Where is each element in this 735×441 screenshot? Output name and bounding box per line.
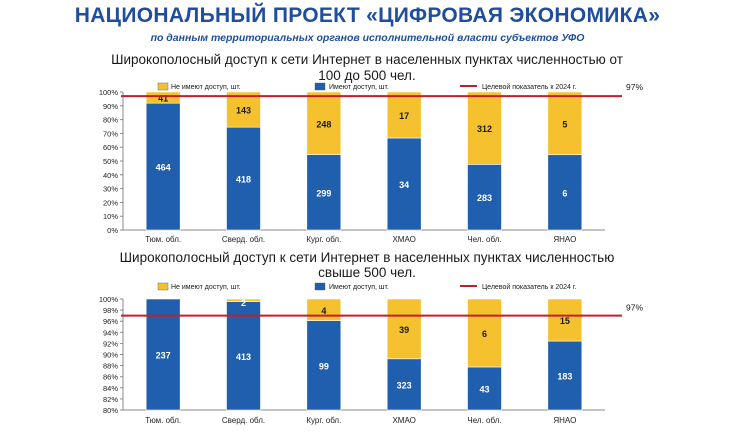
data-label-no-access: 248 xyxy=(316,119,331,129)
y-tick-label: 10% xyxy=(103,212,118,221)
legend-swatch-no-access xyxy=(157,82,169,91)
y-tick-label: 90% xyxy=(103,351,118,360)
chart-title-line: свыше 500 чел. xyxy=(318,265,416,280)
data-label-have-access: 99 xyxy=(319,361,329,371)
x-tick-label: Сверд. обл. xyxy=(222,416,265,425)
x-tick-label: ЯНАО xyxy=(553,235,576,244)
legend-label-no-access: Не имеют доступ, шт. xyxy=(171,84,241,91)
data-label-have-access: 413 xyxy=(236,352,251,362)
bar-have-access xyxy=(386,358,422,411)
legend-label-have-access: Имеют доступ, шт. xyxy=(329,84,389,91)
x-tick-label: Сверд. обл. xyxy=(222,235,265,244)
target-value-label: 97% xyxy=(626,303,643,313)
target-value-label: 97% xyxy=(626,82,643,92)
bar-no-access xyxy=(145,91,181,104)
x-tick-label: Чел. обл. xyxy=(467,416,501,425)
chart-title-line: Широкополосный доступ к сети Интернет в … xyxy=(111,52,623,67)
data-label-have-access: 299 xyxy=(316,188,331,198)
y-tick-label: 92% xyxy=(103,339,118,348)
x-tick-label: Тюм. обл. xyxy=(145,416,181,425)
x-tick-label: ХМАО xyxy=(392,416,415,425)
bar-have-access xyxy=(145,102,181,231)
data-label-have-access: 464 xyxy=(156,163,171,173)
bar-have-access xyxy=(547,154,583,231)
bar-have-access xyxy=(467,164,502,231)
y-tick-label: 98% xyxy=(103,306,118,315)
x-tick-label: Кург. обл. xyxy=(306,235,341,244)
y-tick-label: 30% xyxy=(103,185,118,194)
data-label-no-access: 5 xyxy=(562,119,567,129)
y-tick-label: 82% xyxy=(103,395,118,404)
data-label-no-access: 4 xyxy=(321,306,326,316)
data-label-have-access: 6 xyxy=(562,188,567,198)
data-label-no-access: 41 xyxy=(158,94,168,104)
bar-have-access xyxy=(145,298,181,411)
legend-label-no-access: Не имеют доступ, шт. xyxy=(171,284,241,291)
x-tick-label: Тюм. обл. xyxy=(145,235,181,244)
x-tick-label: Чел. обл. xyxy=(467,235,501,244)
y-tick-label: 100% xyxy=(99,88,119,97)
y-tick-label: 88% xyxy=(103,362,118,371)
data-label-no-access: 17 xyxy=(399,111,409,121)
data-label-no-access: 2 xyxy=(241,298,246,308)
y-tick-label: 90% xyxy=(103,102,118,111)
y-tick-label: 20% xyxy=(103,198,118,207)
y-tick-label: 0% xyxy=(107,226,118,235)
bar-no-access xyxy=(547,298,583,342)
data-label-have-access: 237 xyxy=(156,351,171,361)
bar-no-access xyxy=(226,298,261,302)
legend-swatch-have-access xyxy=(314,282,326,291)
legend-label-target: Целевой показатель к 2024 г. xyxy=(482,283,577,291)
data-label-have-access: 418 xyxy=(236,175,251,185)
data-label-have-access: 283 xyxy=(477,193,492,203)
data-label-no-access: 6 xyxy=(482,329,487,339)
y-tick-label: 80% xyxy=(103,116,118,125)
x-tick-label: ЯНАО xyxy=(553,416,576,425)
bar-no-access xyxy=(306,91,342,155)
bar-have-access xyxy=(306,154,342,231)
chart-title-line: Широкополосный доступ к сети Интернет в … xyxy=(120,250,615,265)
data-label-no-access: 39 xyxy=(399,325,409,335)
x-tick-label: ХМАО xyxy=(392,235,415,244)
y-tick-label: 96% xyxy=(103,317,118,326)
bar-no-access xyxy=(467,91,502,165)
bar-have-access xyxy=(226,301,261,411)
y-tick-label: 40% xyxy=(103,171,118,180)
legend-swatch-have-access xyxy=(314,82,326,91)
bar-no-access xyxy=(467,298,502,368)
data-label-have-access: 34 xyxy=(399,180,409,190)
data-label-have-access: 43 xyxy=(479,384,489,394)
bar-no-access xyxy=(386,298,422,360)
y-tick-label: 94% xyxy=(103,328,118,337)
legend-label-have-access: Имеют доступ, шт. xyxy=(329,284,389,291)
y-tick-label: 70% xyxy=(103,129,118,138)
y-tick-label: 100% xyxy=(99,295,119,304)
data-label-have-access: 323 xyxy=(397,380,412,390)
legend-label-target: Целевой показатель к 2024 г. xyxy=(482,83,577,91)
data-label-no-access: 15 xyxy=(560,316,570,326)
bar-no-access xyxy=(547,91,583,156)
bar-have-access xyxy=(386,137,422,231)
y-tick-label: 86% xyxy=(103,373,118,382)
y-tick-label: 50% xyxy=(103,157,118,166)
legend-swatch-no-access xyxy=(157,282,169,291)
page-subtitle: по данным территориальных органов исполн… xyxy=(150,32,585,44)
y-tick-label: 60% xyxy=(103,143,118,152)
y-tick-label: 84% xyxy=(103,384,118,393)
bar-no-access xyxy=(226,91,261,128)
y-tick-label: 80% xyxy=(103,406,118,415)
chart-title-line: 100 до 500 чел. xyxy=(318,68,415,83)
data-label-have-access: 183 xyxy=(557,372,572,382)
x-tick-label: Кург. обл. xyxy=(306,416,341,425)
data-label-no-access: 312 xyxy=(477,124,492,134)
bar-no-access xyxy=(386,91,422,139)
data-label-no-access: 143 xyxy=(236,106,251,116)
page-title: НАЦИОНАЛЬНЫЙ ПРОЕКТ «ЦИФРОВАЯ ЭКОНОМИКА» xyxy=(74,4,661,27)
